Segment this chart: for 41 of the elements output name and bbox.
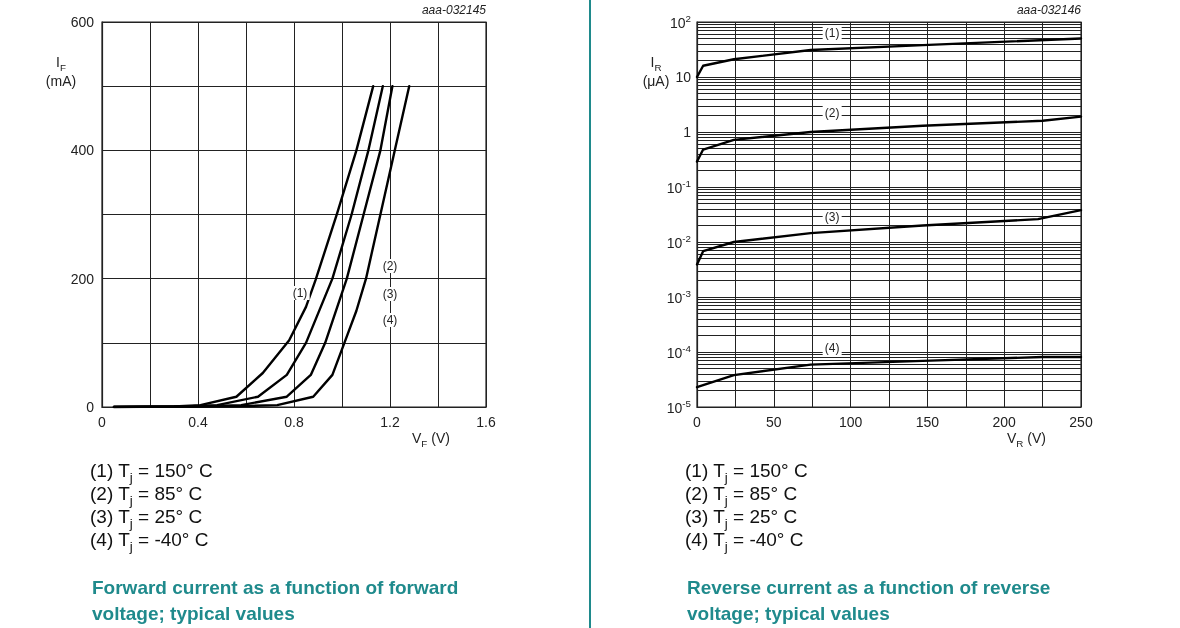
y-tick-label: 10$^{-2}$: [666, 233, 691, 251]
y-tick-label: 10$^{-1}$: [666, 178, 691, 196]
annotation: (1): [822, 26, 842, 41]
text: Reverse current as a function of reverse voltage; typical values: [687, 576, 1052, 626]
text: aaa-032146: [1016, 3, 1081, 17]
text: (1) T$_{j}$ = 150° C: [685, 460, 808, 485]
x-axis-title: V$_{R}$ (V): [1007, 430, 1046, 449]
annotation: (4): [822, 340, 842, 355]
y-tick-label: 10$^{-5}$: [666, 398, 691, 416]
y-tick-label: 400: [70, 142, 95, 159]
y-axis-title: I$_{R}$ (μA): [641, 54, 671, 89]
x-tick-label: 100: [838, 414, 863, 430]
x-axis-title: V$_{F}$ (V): [412, 430, 450, 449]
text: Forward current as a function of forward voltage; typical values: [92, 576, 460, 626]
x-tick-label: 50: [766, 414, 782, 430]
y-tick-label: 10: [675, 69, 691, 85]
annotation: (3): [380, 287, 400, 302]
x-tick-label: 1.6: [476, 414, 496, 430]
y-tick-label: 10$^{-4}$: [666, 343, 691, 361]
x-tick-label: 200: [992, 414, 1017, 430]
annotation: (4): [380, 313, 400, 328]
x-tick-label: 0: [98, 414, 107, 430]
y-tick-label: 1: [683, 124, 691, 140]
x-tick-label: 0: [693, 414, 702, 430]
annotation: (2): [380, 259, 400, 274]
annotation: (1): [290, 285, 310, 300]
y-axis-title: I$_{F}$ (mA): [44, 54, 78, 89]
y-tick-label: 0: [86, 399, 95, 415]
annotation: (2): [822, 106, 842, 121]
y-tick-label: 200: [70, 270, 95, 287]
text: aaa-032145: [421, 3, 486, 17]
y-tick-label: 600: [70, 14, 95, 30]
y-tick-label: 10$^{2}$: [669, 13, 691, 31]
text: (1) T$_{j}$ = 150° C: [90, 460, 213, 485]
x-tick-label: 150: [915, 414, 940, 430]
x-tick-label: 0.4: [188, 414, 208, 430]
x-tick-label: 0.8: [284, 414, 304, 430]
y-tick-label: 10$^{-3}$: [666, 288, 691, 306]
x-tick-label: 250: [1069, 414, 1093, 430]
annotation: (3): [822, 210, 842, 225]
x-tick-label: 1.2: [380, 414, 400, 430]
